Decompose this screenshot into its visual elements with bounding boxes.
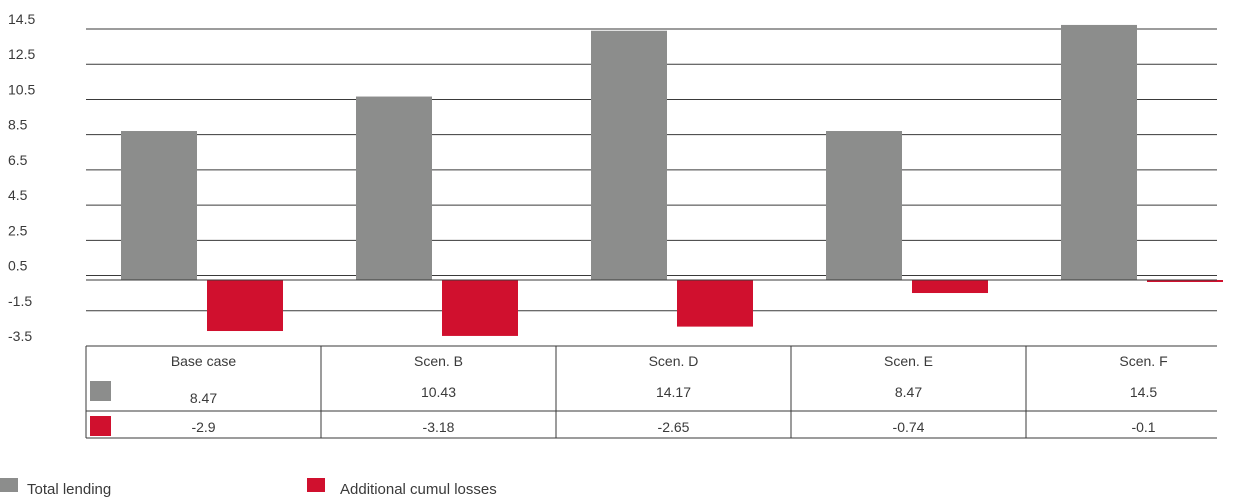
bar-total-lending (1061, 24, 1137, 280)
bar-additional-cumul-losses (442, 280, 518, 336)
category-label: Scen. D (649, 353, 699, 369)
legend-label-additional-cumul-losses: Additional cumul losses (340, 481, 497, 498)
legend-swatch-red (307, 478, 325, 492)
y-tick-label: 0.5 (8, 258, 28, 274)
data-label-total-lending: 8.47 (190, 390, 217, 406)
y-tick-label: 8.5 (8, 117, 28, 133)
table-swatch-additional-cumul-losses (90, 416, 111, 436)
category-label: Scen. B (414, 353, 463, 369)
data-label-additional-cumul-losses: -0.74 (893, 419, 925, 435)
data-label-additional-cumul-losses: -0.1 (1131, 419, 1155, 435)
bar-additional-cumul-losses (207, 280, 283, 332)
legend-label-total-lending: Total lending (27, 481, 112, 498)
y-tick-label: -3.5 (8, 328, 32, 344)
data-label-total-lending: 14.5 (1130, 384, 1157, 400)
bar-total-lending (121, 131, 197, 280)
data-label-additional-cumul-losses: -2.65 (658, 419, 690, 435)
y-tick-label: 10.5 (8, 81, 35, 97)
legend-swatch-gray (0, 478, 18, 492)
table-swatch-total-lending (90, 381, 111, 401)
category-label: Scen. F (1119, 353, 1167, 369)
bar-total-lending (591, 30, 667, 281)
y-tick-label: 2.5 (8, 222, 28, 238)
bar-additional-cumul-losses (912, 280, 988, 294)
y-tick-label: 4.5 (8, 187, 28, 203)
bar-additional-cumul-losses (677, 280, 753, 327)
data-label-additional-cumul-losses: -3.18 (423, 419, 455, 435)
bar-additional-cumul-losses (1147, 280, 1223, 282)
data-label-total-lending: 14.17 (656, 384, 691, 400)
bar-chart: 14.5 12.5 10.5 8.5 6.5 4.5 2.5 0.5 -1.5 -3.5 Base … (8, 11, 1223, 439)
y-tick-label: -1.5 (8, 293, 32, 309)
y-tick-label: 14.5 (8, 11, 35, 27)
data-label-total-lending: 8.47 (895, 384, 922, 400)
category-label: Base case (171, 353, 237, 369)
bar-total-lending (826, 131, 902, 280)
legend: Total lending Additional cumul losses (0, 478, 1246, 497)
category-label: Scen. E (884, 353, 933, 369)
data-label-total-lending: 10.43 (421, 384, 456, 400)
data-label-additional-cumul-losses: -2.9 (191, 419, 215, 435)
y-tick-label: 6.5 (8, 152, 28, 168)
y-tick-label: 12.5 (8, 46, 35, 62)
bar-total-lending (356, 96, 432, 280)
